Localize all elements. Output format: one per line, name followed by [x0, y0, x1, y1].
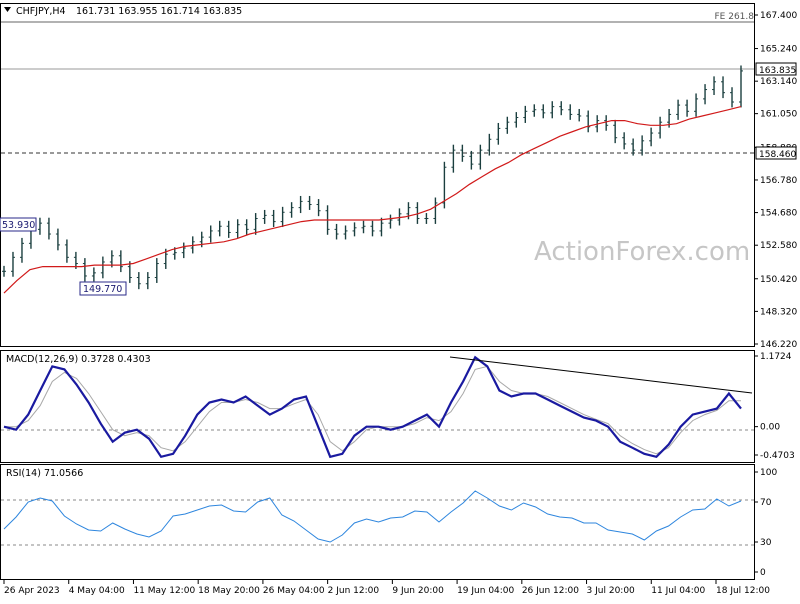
symbol-label: CHFJPY,H4 [16, 6, 66, 17]
fe-level-label: FE 261.8 [715, 12, 755, 22]
macd-axis-tick-label: 0.00 [760, 423, 780, 433]
macd-panel-frame [0, 350, 755, 463]
annotation-high-box [0, 217, 37, 232]
macd-axis: 1.1724 0.00 -0.4703 [754, 352, 795, 461]
rsi-axis-tick-label: 0 [760, 568, 766, 578]
time-axis-tick-label: 11 May 12:00 [133, 586, 195, 596]
time-axis-tick-label: 4 May 04:00 [69, 586, 125, 596]
time-axis-tick-label: 3 Jul 20:00 [587, 586, 636, 596]
price-axis-tick-label: 154.680 [760, 209, 797, 219]
macd-main-line [3, 355, 742, 459]
price-axis-tick-label: 161.050 [760, 110, 797, 120]
ohlc-values: 161.731 163.955 161.714 163.835 [76, 6, 242, 17]
time-axis: 26 Apr 2023 4 May 04:00 11 May 12:00 18 May… [3, 580, 770, 596]
price-axis-tick-label: 148.320 [760, 307, 797, 317]
macd-axis-tick-label: 1.1724 [760, 352, 792, 362]
annotation-low-label: 149.770 [83, 284, 122, 295]
time-axis-tick-label: 26 Jun 12:00 [522, 586, 579, 596]
rsi-axis: 100 70 30 0 [754, 468, 777, 578]
annotation-low-box [79, 281, 127, 296]
macd-title: MACD(12,26,9) 0.3728 0.4303 [6, 354, 151, 365]
dropdown-arrow-icon[interactable] [4, 7, 11, 12]
price-axis-tick-label: 163.140 [760, 77, 797, 87]
time-axis-tick-label: 26 Apr 2023 [4, 586, 60, 596]
price-axis-tick-label: 150.420 [760, 275, 797, 285]
current-price-box [755, 62, 797, 76]
price-axis-tick-label: 165.240 [760, 45, 797, 55]
macd-axis-tick-label: -0.4703 [760, 451, 795, 461]
rsi-title: RSI(14) 71.0566 [6, 468, 83, 479]
price-axis-tick-label: 146.220 [760, 340, 797, 350]
macd-signal-line [4, 365, 741, 455]
time-axis-tick-label: 9 Jun 20:00 [392, 586, 444, 596]
price-axis: 167.400165.240163.140161.050158.880156.7… [754, 11, 797, 350]
price-axis-tick-label: 152.580 [760, 241, 797, 251]
time-axis-tick-label: 26 May 04:00 [263, 586, 325, 596]
annotation-high-label: 53.930 [2, 220, 35, 231]
rsi-axis-tick-label: 30 [760, 538, 772, 548]
time-axis-tick-label: 19 Jun 04:00 [457, 586, 514, 596]
time-axis-tick-label: 18 May 20:00 [198, 586, 260, 596]
time-axis-tick-label: 18 Jul 12:00 [716, 586, 770, 596]
time-axis-tick-label: 2 Jun 12:00 [328, 586, 380, 596]
support-level-box [755, 146, 797, 160]
price-axis-tick-label: 156.780 [760, 176, 797, 186]
support-level-label: 158.460 [759, 150, 796, 160]
moving-average-line [3, 106, 742, 294]
time-axis-tick-label: 11 Jul 04:00 [651, 586, 705, 596]
rsi-line [3, 490, 742, 543]
watermark-text: ActionForex.com [534, 237, 750, 267]
price-axis-tick-label: 167.400 [760, 11, 797, 21]
rsi-axis-tick-label: 100 [760, 468, 777, 478]
current-price-label: 163.835 [759, 66, 796, 76]
rsi-axis-tick-label: 70 [760, 498, 772, 508]
macd-trendline [449, 356, 753, 394]
